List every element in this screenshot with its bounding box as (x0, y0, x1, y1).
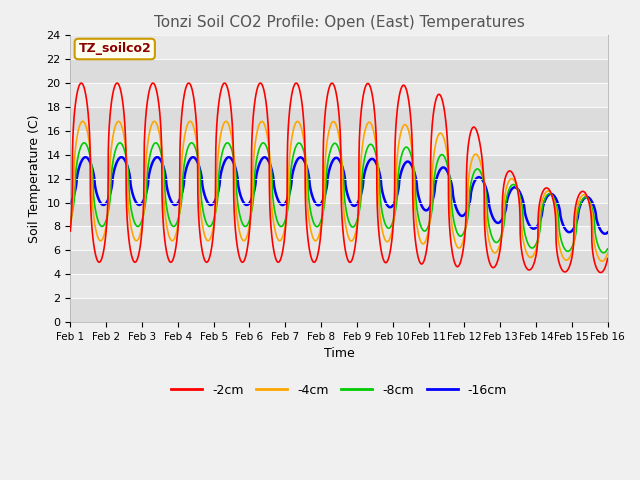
Bar (70, 203, 607, 227)
Bar (70, 179, 607, 203)
Bar (70, 83, 607, 107)
Bar (70, 107, 607, 131)
Bar (70, 36, 607, 59)
Text: TZ_soilco2: TZ_soilco2 (78, 43, 151, 56)
Bar (70, 227, 607, 250)
Bar (70, 59, 607, 83)
Legend: -2cm, -4cm, -8cm, -16cm: -2cm, -4cm, -8cm, -16cm (166, 379, 512, 402)
Bar (70, 155, 607, 179)
Y-axis label: Soil Temperature (C): Soil Temperature (C) (28, 114, 41, 243)
Title: Tonzi Soil CO2 Profile: Open (East) Temperatures: Tonzi Soil CO2 Profile: Open (East) Temp… (154, 15, 524, 30)
Bar (70, 298, 607, 322)
Bar (70, 250, 607, 274)
Bar (70, 274, 607, 298)
Bar (70, 131, 607, 155)
X-axis label: Time: Time (324, 347, 355, 360)
